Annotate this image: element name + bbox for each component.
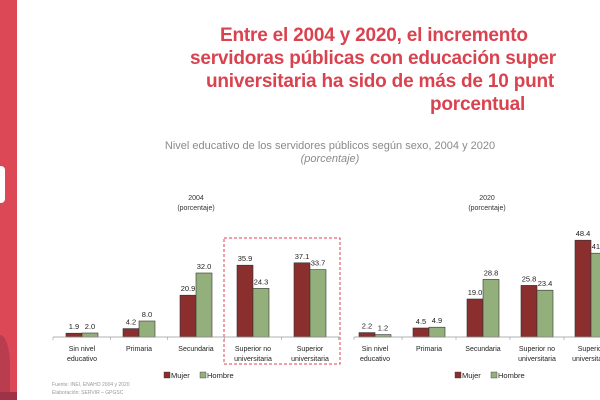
data-label: 2.0 <box>85 322 95 331</box>
category-label: Superior no <box>519 346 555 353</box>
data-label: 33.7 <box>311 259 326 268</box>
data-label: 23.4 <box>538 279 553 288</box>
category-label: Secundaria <box>465 346 501 353</box>
data-label: 35.9 <box>238 254 253 263</box>
highlight-box <box>223 237 341 365</box>
data-label: 48.4 <box>576 229 591 238</box>
data-label: 20.9 <box>181 284 196 293</box>
category-label: universitaria <box>518 356 556 363</box>
headline-line: universitaria ha sido de más de 10 punt <box>206 71 555 92</box>
source-note: Fuente: INEI, ENAHO 2004 y 2020 <box>52 382 130 388</box>
panel-title: 2020 <box>479 195 495 202</box>
data-label: 25.8 <box>522 274 537 283</box>
bar-hombre <box>309 269 327 338</box>
legend-label: Hombre <box>498 371 525 380</box>
legend-label: Mujer <box>462 371 481 380</box>
data-label: 4.2 <box>126 318 136 327</box>
data-label: 1.2 <box>378 324 388 333</box>
chart-unit: (porcentaje) <box>300 153 360 165</box>
data-label: 1.9 <box>69 322 79 331</box>
sidebar-strip <box>0 0 17 400</box>
data-label: 28.8 <box>484 268 499 277</box>
category-label: universitaria <box>291 356 329 363</box>
legend-swatch-hombre <box>490 371 498 379</box>
category-label: Primaria <box>126 346 152 353</box>
data-label: 8.0 <box>142 310 152 319</box>
legend-label: Mujer <box>171 371 190 380</box>
bar-mujer <box>179 294 197 338</box>
category-label: educativo <box>360 356 390 363</box>
bar-hombre <box>428 326 446 338</box>
category-label: Sin nivel <box>69 346 96 353</box>
data-label: 37.1 <box>295 252 310 261</box>
bar-mujer <box>574 239 592 338</box>
data-label: 24.3 <box>254 277 269 286</box>
bar-mujer <box>236 264 254 338</box>
data-label: 32.0 <box>197 262 212 271</box>
legend-swatch-mujer <box>163 371 171 379</box>
category-label: Primaria <box>416 346 442 353</box>
bar-hombre <box>252 288 270 338</box>
headline-line: porcentual <box>430 94 526 115</box>
category-label: Superior no <box>235 346 271 353</box>
bar-mujer <box>293 262 311 338</box>
data-label: 41.9 <box>592 242 600 251</box>
category-label: Superior <box>297 346 324 353</box>
category-label: Superior <box>578 346 600 353</box>
data-label: 4.5 <box>416 317 426 326</box>
category-label: Sin nivel <box>362 346 389 353</box>
bar-mujer <box>358 332 376 338</box>
category-label: Secundaria <box>178 346 214 353</box>
sidebar-tab[interactable] <box>0 166 5 203</box>
bar-mujer <box>65 332 83 338</box>
chart-subtitle: Nivel educativo de los servidores públic… <box>164 140 496 152</box>
bar-mujer <box>466 298 484 338</box>
category-label: universitaria <box>572 356 600 363</box>
bar-hombre <box>195 272 213 338</box>
legend-swatch-hombre <box>199 371 207 379</box>
headline-line: Entre el 2004 y 2020, el incremento <box>220 25 528 46</box>
panel-title: 2004 <box>188 195 204 202</box>
bar-hombre <box>81 332 99 338</box>
decorative-shape <box>0 335 10 395</box>
panel-subtitle: (porcentaje) <box>177 205 214 212</box>
category-label: educativo <box>67 356 97 363</box>
elaboration-note: Elaboración: SERVIR – GPGSC <box>52 390 124 396</box>
category-label: universitaria <box>234 356 272 363</box>
data-label: 2.2 <box>362 322 372 331</box>
data-label: 19.0 <box>468 288 483 297</box>
bar-hombre <box>536 289 554 338</box>
data-label: 4.9 <box>432 316 442 325</box>
bar-hombre <box>138 320 156 338</box>
bar-hombre <box>482 279 500 338</box>
legend-label: Hombre <box>207 371 234 380</box>
decorative-shape <box>0 392 17 400</box>
headline-line: servidoras públicas con educación super <box>190 48 556 69</box>
panel-subtitle: (porcentaje) <box>468 205 505 212</box>
bar-hombre <box>590 252 600 338</box>
bar-mujer <box>412 327 430 338</box>
legend-swatch-mujer <box>454 371 462 379</box>
bar-mujer <box>122 328 140 338</box>
bar-mujer <box>520 285 538 338</box>
